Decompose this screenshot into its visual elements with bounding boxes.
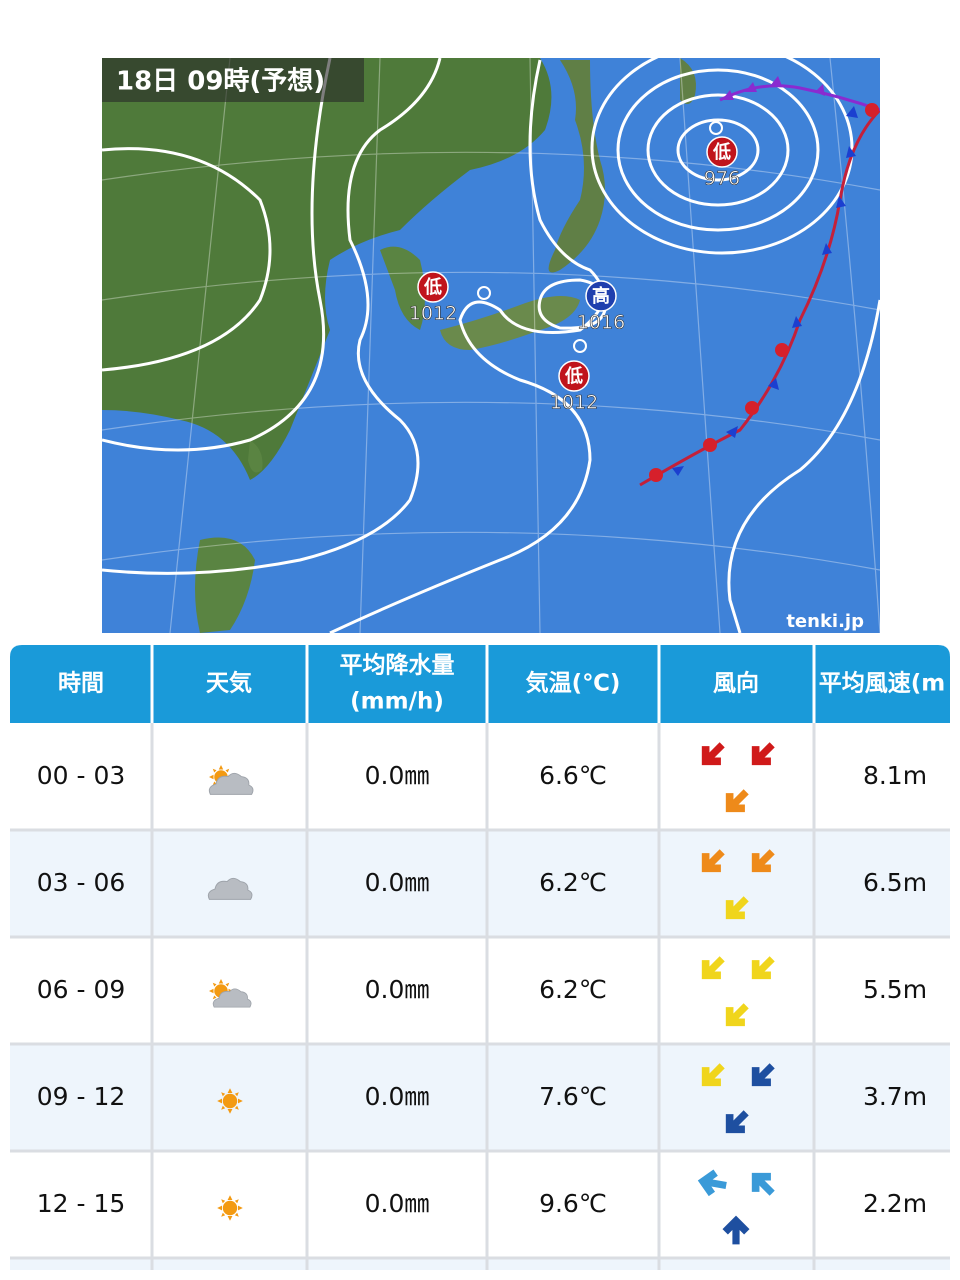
pressure-value: 976	[704, 168, 740, 190]
table-cell: 2.2m	[863, 1189, 927, 1218]
table-header: 気温(℃)	[526, 670, 621, 697]
table-cell: 00 - 03	[37, 761, 126, 790]
pressure-kind: 低	[423, 276, 442, 298]
table-cell: 6.2℃	[539, 975, 607, 1004]
table-cell: 6.2℃	[539, 868, 607, 897]
table-header: 平均風速(m	[819, 670, 945, 697]
table-cell: 6.5m	[863, 868, 927, 897]
forecast-table: 時間 天気 平均降水量 (mm/h) 気温(℃) 風向 平均風速(m 00 - 03 0.0㎜ 6…	[10, 645, 950, 1270]
pressure-marker	[558, 360, 590, 392]
pressure-kind: 高	[592, 285, 610, 307]
map-credit: tenki.jp	[786, 611, 864, 632]
table-cell: 0.0㎜	[365, 1082, 430, 1111]
pressure-marker	[585, 280, 617, 312]
table-cell: 0.0㎜	[365, 868, 430, 897]
pressure-kind: 低	[712, 141, 731, 163]
pressure-value: 1012	[550, 392, 598, 414]
table-cell: 0.0㎜	[365, 975, 430, 1004]
table-cell: 03 - 06	[37, 868, 126, 897]
table-header: 天気	[206, 670, 252, 697]
pressure-value: 1012	[409, 303, 457, 325]
table-cell: 12 - 15	[37, 1189, 126, 1218]
pressure-value: 1016	[577, 312, 625, 334]
table-cell: 7.6℃	[539, 1082, 607, 1111]
table-header: 時間	[58, 671, 104, 697]
map-title: 18日 09時(予想)	[116, 67, 325, 97]
pressure-marker	[706, 136, 738, 168]
table-cell: 6.6℃	[539, 761, 607, 790]
table-cell: 0.0㎜	[365, 761, 430, 790]
table-cell: 0.0㎜	[365, 1189, 430, 1218]
table-cell: 06 - 09	[37, 975, 126, 1004]
weather-map	[102, 58, 880, 633]
table-cell: 5.5m	[863, 975, 927, 1004]
table-cell: 3.7m	[863, 1082, 927, 1111]
table-header: 風向	[713, 670, 759, 697]
table-cell: 09 - 12	[37, 1082, 126, 1111]
pressure-kind: 低	[564, 365, 583, 387]
pressure-marker	[417, 271, 449, 303]
table-header: 平均降水量	[340, 652, 455, 679]
table-cell: 9.6℃	[539, 1189, 607, 1218]
table-cell: 8.1m	[863, 761, 927, 790]
table-header: (mm/h)	[350, 689, 444, 715]
